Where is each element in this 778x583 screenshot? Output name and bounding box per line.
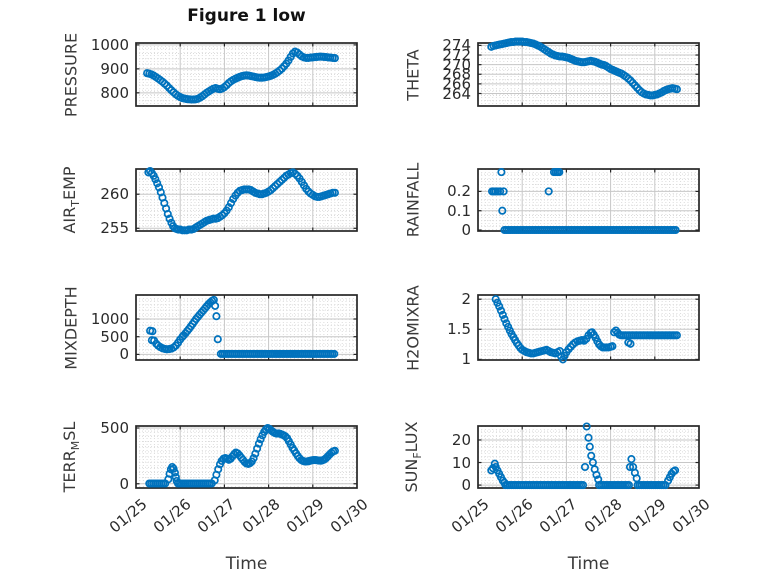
- x-tick-label: 01/25: [105, 495, 151, 537]
- x-tick-label: 01/27: [536, 495, 581, 537]
- y-tick-label: 800: [100, 83, 129, 102]
- x-tick-label: 01/29: [282, 495, 328, 537]
- x-axis-label: Time: [225, 554, 268, 574]
- plot-area-theta: [477, 37, 700, 107]
- data-series-pressure: [143, 47, 339, 104]
- minor-grid: [136, 295, 357, 360]
- y-tick-label: 0.1: [447, 201, 471, 220]
- axes-box: [135, 42, 358, 107]
- y-tick-label: 260: [100, 185, 129, 204]
- y-tick-label: 0.2: [447, 182, 471, 201]
- x-tick-label: 01/28: [238, 495, 284, 537]
- major-grid: [136, 43, 357, 106]
- y-tick-label: 0: [461, 476, 471, 495]
- minor-grid: [136, 43, 357, 106]
- data-series-airtemp: [144, 166, 339, 235]
- data-series-mixdepth: [146, 295, 339, 358]
- y-tick-label: 272: [442, 46, 471, 64]
- x-tick-label: 01/28: [580, 495, 626, 537]
- tick-marks: [136, 43, 357, 106]
- tick-marks: [478, 43, 699, 106]
- y-tick-label: 268: [442, 65, 471, 84]
- axes-box: [135, 294, 358, 361]
- data-series-sunflux: [487, 422, 680, 490]
- minor-grid: [478, 169, 699, 231]
- major-grid: [478, 169, 699, 231]
- data-series-theta: [487, 37, 681, 100]
- figure-title: Figure 1 low: [187, 6, 306, 26]
- plot-area-terrmsl: [135, 423, 358, 489]
- minor-grid: [478, 43, 699, 106]
- y-tick-label: 1: [461, 350, 471, 369]
- plot-area-airtemp: [135, 166, 358, 235]
- axes-box: [135, 168, 358, 232]
- y-tick-label: 1000: [90, 35, 129, 54]
- subplot-airtemp: AIRTEMP 255 260: [60, 166, 358, 236]
- subplot-rainfall: RAINFALL 0 0.1 0.2: [404, 163, 700, 238]
- subplot-mixdepth: MIXDEPTH 0 500 1000: [62, 286, 358, 369]
- y-tick-label: 0: [461, 221, 471, 239]
- y-tick-label: 1.5: [447, 320, 471, 339]
- subplot-h2omixra: H2OMIXRA 1 1.5 2: [404, 285, 700, 370]
- data-series-h2omixra: [491, 295, 681, 364]
- major-grid: [478, 426, 699, 488]
- tick-marks: [136, 295, 357, 360]
- minor-grid: [136, 169, 357, 231]
- data-series-terrmsl: [145, 423, 339, 488]
- x-tick-label: 01/25: [447, 495, 493, 537]
- axes-box: [477, 425, 700, 489]
- y-tick-label: 270: [442, 55, 471, 74]
- y-tick-label: 266: [442, 74, 471, 93]
- y-tick-label: 264: [442, 84, 471, 103]
- subplot-sunflux: SUNFLUX 0 10 20 01/25 01/26 01/27 01/28 01/29 01/…: [402, 422, 714, 574]
- plot-area-pressure: [135, 42, 358, 107]
- y-tick-label: 0: [119, 474, 129, 493]
- x-axis-label: Time: [567, 554, 610, 574]
- y-tick-label: 20: [451, 431, 471, 449]
- y-tick-label: 10: [451, 453, 471, 472]
- x-tick-label: 01/26: [150, 495, 195, 537]
- plot-area-h2omixra: [477, 294, 700, 364]
- axes-box: [477, 294, 700, 361]
- subplot-terrmsl: TERRMSL 0 500 01/25 01/26 01/27 01/28 01/29 01/3…: [60, 420, 372, 574]
- x-tick-label: 01/29: [624, 495, 670, 537]
- y-tick-label: 2: [461, 290, 471, 309]
- y-tick-label: 900: [100, 59, 129, 78]
- y-tick-label: 500: [100, 327, 129, 346]
- x-tick-label: 01/30: [326, 495, 372, 537]
- y-tick-label: 274: [442, 36, 471, 55]
- y-tick-label: 1000: [90, 310, 129, 328]
- plot-area-sunflux: [477, 422, 700, 490]
- y-axis-label-part: M: [69, 440, 82, 451]
- subplot-pressure: PRESSURE 800 900 1000: [62, 32, 358, 117]
- plot-area-rainfall: [477, 168, 700, 235]
- data-series-rainfall: [488, 168, 680, 235]
- y-tick-label: 255: [100, 219, 129, 238]
- x-tick-label: 01/30: [668, 495, 714, 537]
- subplot-theta: THETA 264 266 268 270 272 274: [404, 37, 700, 107]
- tick-marks: [478, 295, 699, 360]
- y-tick-label: 500: [100, 419, 129, 437]
- x-tick-label: 01/27: [194, 495, 239, 537]
- plot-area-mixdepth: [135, 294, 358, 361]
- x-tick-label: 01/26: [492, 495, 537, 537]
- axes-box: [135, 425, 358, 489]
- minor-grid: [478, 426, 699, 488]
- y-tick-label: 0: [119, 345, 129, 364]
